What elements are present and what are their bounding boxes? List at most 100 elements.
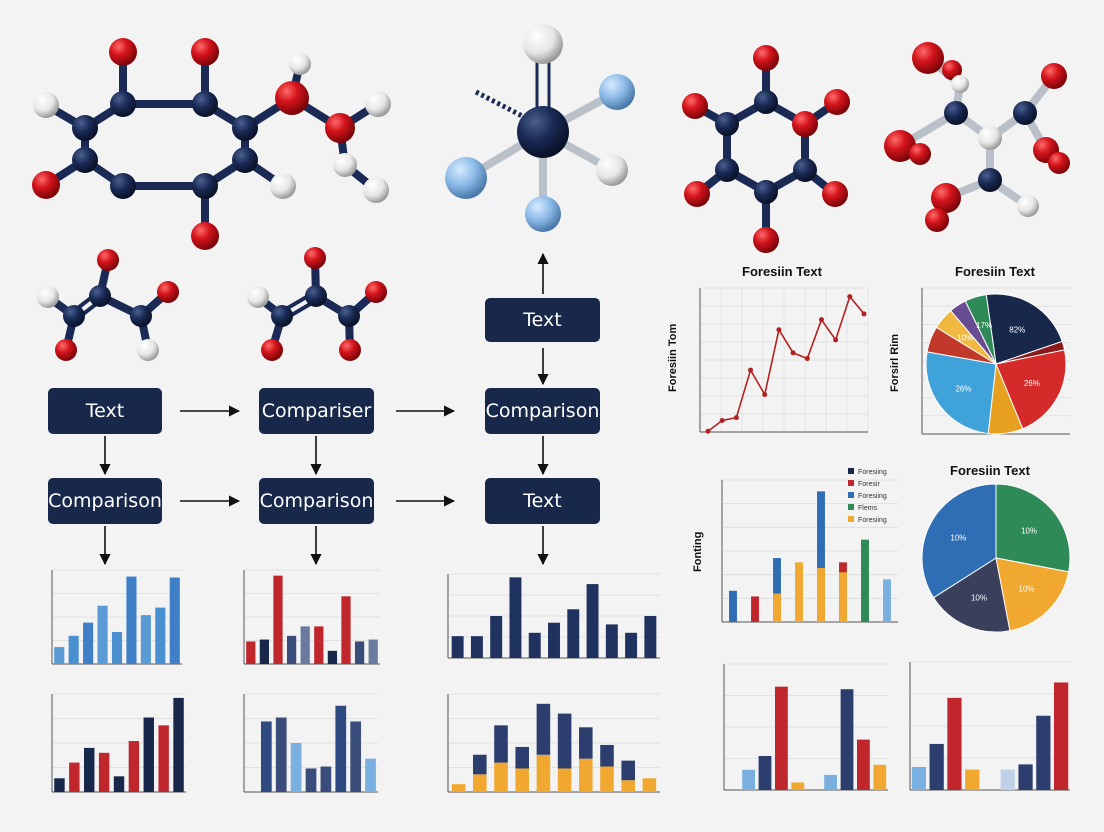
oxygen-atom (753, 45, 779, 71)
bar-segment (642, 778, 657, 792)
carbon-atom (110, 91, 136, 117)
bar-chart-5 (447, 573, 660, 659)
oxygen-atom (191, 38, 219, 66)
bar (965, 769, 980, 790)
bar (857, 739, 870, 790)
flow-box-text-1: Text (48, 388, 162, 434)
data-point (847, 294, 853, 300)
bar (586, 584, 599, 658)
data-point (748, 367, 754, 373)
data-point (818, 317, 824, 323)
bar (300, 626, 310, 664)
bar (840, 689, 854, 790)
bar-segment (600, 766, 614, 792)
molecule-1 (32, 38, 391, 250)
bar (775, 686, 788, 790)
legend-label: Flems (858, 505, 878, 512)
oxygen-atom (275, 81, 309, 115)
oxygen-atom (304, 247, 326, 269)
hydrogen-atom (596, 154, 628, 186)
bar-chart-3 (243, 569, 380, 665)
bar (490, 616, 503, 658)
bar-chart-4 (243, 693, 378, 793)
legend-label: Foresir (858, 481, 880, 488)
oxygen-atom (822, 181, 848, 207)
data-point (705, 428, 711, 434)
oxygen-atom (682, 93, 708, 119)
bar-chart-7 (723, 663, 888, 791)
carbon-atom (192, 173, 218, 199)
line-chart-title: Foresiin Text (742, 264, 822, 279)
bar (470, 636, 483, 658)
bar (126, 576, 137, 664)
pie-slice (925, 351, 997, 435)
bar (83, 622, 94, 664)
bar (140, 615, 151, 664)
pie-label: 26% (1024, 379, 1040, 388)
legend-label: Foresiing (858, 517, 887, 524)
pie-slice (985, 293, 1063, 365)
bar (861, 539, 869, 622)
bar (314, 626, 324, 664)
molecule-2 (37, 249, 179, 361)
bar (173, 697, 184, 792)
bar-segment (494, 725, 508, 763)
hydrogen-atom (137, 339, 159, 361)
bar (873, 764, 887, 790)
bar-segment (536, 703, 551, 755)
bar (327, 650, 338, 664)
oxygen-atom (55, 339, 77, 361)
bar (791, 782, 805, 790)
hydrogen-atom (363, 177, 389, 203)
oxygen-atom (824, 89, 850, 115)
oxygen-atom (261, 339, 283, 361)
pie-label: 10% (1018, 584, 1034, 593)
pie-slice (995, 557, 1070, 632)
data-point (804, 356, 810, 362)
oxygen-atom (912, 42, 944, 74)
bar-segment (515, 746, 529, 769)
bar-segment (579, 727, 593, 759)
bar (528, 632, 541, 658)
oxygen-atom (684, 181, 710, 207)
data-point (762, 392, 768, 398)
bar (350, 721, 362, 792)
carbon-atom (63, 305, 85, 327)
molecule-5 (682, 45, 850, 253)
flow-box-comparison-1: Comparison (485, 388, 600, 434)
bar-segment (451, 784, 466, 792)
legend-swatch (848, 492, 854, 498)
bar (773, 558, 781, 622)
data-point (861, 311, 867, 317)
bar (751, 596, 759, 622)
hydrogen-atom (270, 173, 296, 199)
bar (1036, 715, 1051, 790)
y-axis-label: Forsirl Rim (889, 334, 901, 392)
carbon-atom (89, 285, 111, 307)
pie-chart-2-title: Foresiin Text (950, 463, 1030, 478)
oxygen-atom (1048, 152, 1070, 174)
data-point (733, 415, 739, 421)
carbon-atom (110, 173, 136, 199)
fluorine-atom (599, 74, 635, 110)
carbon-atom (271, 305, 293, 327)
bar-segment (515, 768, 529, 792)
flow-box-comparison-3: Comparison (259, 478, 374, 524)
oxygen-atom (925, 208, 949, 232)
hydrogen-atom (289, 53, 311, 75)
molecule-3 (247, 247, 387, 361)
bar (883, 579, 891, 622)
bar-chart-8 (909, 661, 1070, 791)
hydrogen-atom (333, 153, 357, 177)
hydrogen-atom (33, 92, 59, 118)
bar-chart-1 (51, 569, 182, 665)
bar-segment (621, 760, 635, 781)
oxygen-atom (753, 227, 779, 253)
hydrogen-atom (951, 75, 969, 93)
bar (773, 593, 781, 622)
pie-chart-1: 82% 26% 26% 10%17% (925, 293, 1067, 435)
oxygen-atom (325, 113, 355, 143)
pie-slice (995, 349, 1067, 430)
pie-chart-1-title: Foresiin Text (955, 264, 1035, 279)
carbon-atom (305, 285, 327, 307)
